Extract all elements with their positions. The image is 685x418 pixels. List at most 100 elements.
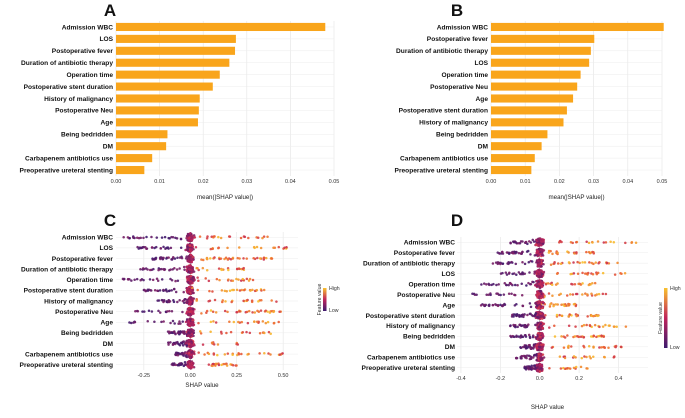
shap-point <box>579 365 583 369</box>
shap-point <box>214 321 218 324</box>
shap-point <box>181 342 184 345</box>
shap-point <box>583 355 586 358</box>
shap-point <box>265 256 268 260</box>
shap-point <box>157 268 160 272</box>
shap-point <box>238 246 241 249</box>
shap-point <box>238 257 241 260</box>
shap-point <box>212 257 215 260</box>
shap-point <box>513 283 517 287</box>
tick-label: 0.04 <box>622 179 633 185</box>
shap-point <box>539 348 542 352</box>
shap-point <box>602 335 606 339</box>
panel-c: C Admission WBC LOS Postoperative fever Dura… <box>20 211 340 389</box>
shap-point <box>171 319 175 323</box>
shap-point <box>182 354 185 357</box>
shap-point <box>178 256 182 259</box>
shap-point <box>532 356 535 359</box>
shap-point <box>160 320 163 324</box>
panel-label: B <box>451 1 463 20</box>
shap-point <box>182 301 186 304</box>
shap-point <box>215 362 219 366</box>
shap-point <box>541 242 545 246</box>
shap-point <box>252 257 255 260</box>
shap-point <box>612 325 616 328</box>
shap-point <box>525 250 529 253</box>
shap-point <box>160 236 164 239</box>
category-label: DM <box>445 344 456 351</box>
shap-point <box>533 343 536 346</box>
shap-point <box>616 261 619 265</box>
shap-point <box>573 282 577 286</box>
category-label: Postoperative Neu <box>397 292 455 299</box>
shap-point <box>156 299 159 302</box>
shap-point <box>242 266 245 270</box>
legend-high-label: High <box>670 286 681 292</box>
category-label: DM <box>478 143 489 150</box>
shap-point <box>591 250 594 254</box>
shap-point <box>229 330 233 334</box>
shap-point <box>150 246 154 249</box>
shap-point <box>537 331 540 335</box>
shap-point <box>624 241 627 245</box>
shap-point <box>630 241 633 244</box>
shap-point <box>494 303 497 306</box>
shap-point <box>139 236 142 240</box>
shap-point <box>598 325 601 329</box>
shap-point <box>149 289 153 292</box>
shap-point <box>615 325 618 329</box>
shap-point <box>188 270 192 273</box>
shap-point <box>539 301 542 304</box>
shap-point <box>518 272 522 276</box>
shap-point <box>585 272 589 275</box>
bar <box>116 142 167 151</box>
shap-point <box>558 293 561 297</box>
shap-point <box>163 235 167 239</box>
shap-point <box>251 288 254 292</box>
shap-point <box>542 263 545 266</box>
shap-point <box>192 234 196 237</box>
colorbar <box>323 288 327 311</box>
x-axis-label: mean(|SHAP value|) <box>197 194 253 201</box>
shap-point <box>182 364 186 368</box>
shap-point <box>216 353 219 357</box>
shap-point <box>162 320 165 323</box>
shap-point <box>214 311 218 314</box>
shap-point <box>624 325 628 328</box>
shap-point <box>173 287 176 291</box>
bar <box>116 22 326 32</box>
shap-point <box>532 280 535 284</box>
shap-point <box>598 346 601 349</box>
shap-point <box>540 367 543 370</box>
shap-point <box>539 332 542 336</box>
bar <box>491 94 574 103</box>
shap-point <box>612 355 616 359</box>
shap-point <box>209 247 213 251</box>
shap-point <box>219 257 223 260</box>
shap-point <box>562 366 565 370</box>
shap-point <box>148 278 152 281</box>
shap-point <box>237 353 241 356</box>
shap-point <box>245 257 248 260</box>
shap-point <box>530 260 534 263</box>
bar <box>116 106 199 115</box>
shap-point <box>262 256 266 259</box>
shap-point <box>503 302 506 306</box>
shap-point <box>592 334 596 338</box>
shap-point <box>554 303 558 306</box>
shap-point <box>240 352 243 356</box>
shap-point <box>540 273 544 276</box>
shap-point <box>516 284 519 287</box>
shap-point <box>146 288 150 292</box>
shap-point <box>189 291 192 295</box>
shap-point <box>211 247 214 251</box>
shap-point <box>505 273 509 276</box>
shap-point <box>513 335 516 339</box>
bar <box>116 154 153 163</box>
shap-point <box>197 268 200 272</box>
shap-point <box>235 277 238 281</box>
shap-point <box>619 272 622 275</box>
shap-point <box>165 290 169 293</box>
shap-point <box>619 345 623 349</box>
shap-point <box>527 344 531 347</box>
shap-point <box>480 283 483 286</box>
